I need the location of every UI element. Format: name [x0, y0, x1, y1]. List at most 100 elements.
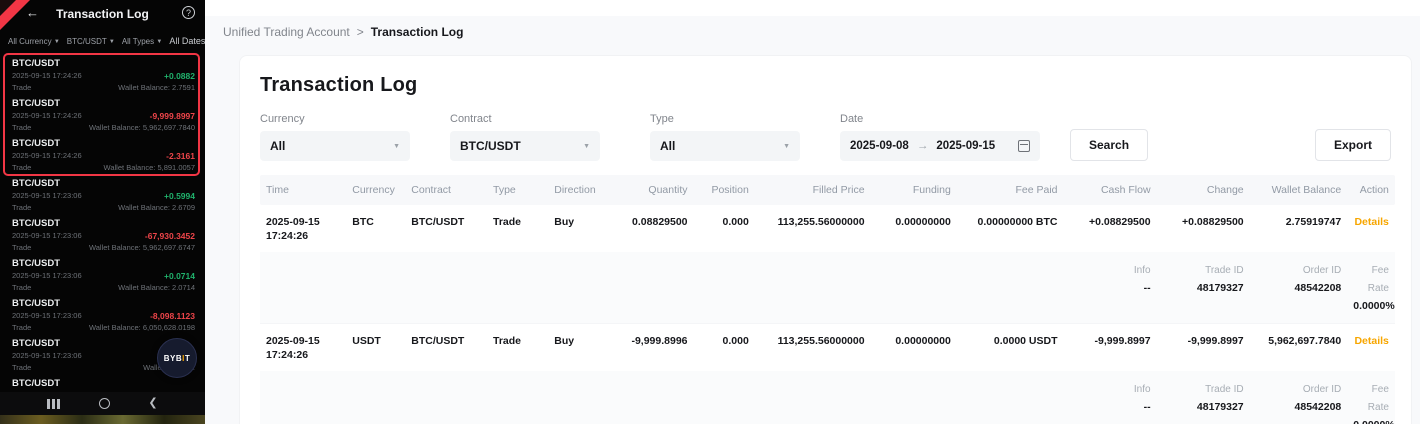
- col-fee-paid: Fee Paid: [1015, 184, 1058, 196]
- details-link[interactable]: Details: [1354, 335, 1389, 347]
- date-range-input[interactable]: 2025-09-08 → 2025-09-15: [840, 131, 1040, 161]
- item-type: Trade: [12, 363, 32, 372]
- cell-position: 0.000: [722, 335, 749, 347]
- chevron-down-icon: ▼: [393, 142, 400, 150]
- list-item[interactable]: BTC/USDT 2025-09-15 17:24:26 -2.3161 Trad…: [0, 134, 205, 174]
- item-change: +0.0714: [164, 271, 195, 281]
- cell-time: 2025-09-15 17:24:26: [266, 335, 320, 361]
- back-arrow-icon[interactable]: ←: [26, 5, 39, 20]
- cell-contract: BTC/USDT: [411, 216, 465, 228]
- list-item[interactable]: BTC/USDT 2025-09-15 17:23:06-84.0780 Tra…: [0, 374, 205, 392]
- list-item[interactable]: BTC/USDT 2025-09-15 17:23:06 -8,098.1123 …: [0, 294, 205, 334]
- breadcrumb-root[interactable]: Unified Trading Account: [223, 25, 350, 39]
- chevron-down-icon: ▼: [53, 38, 60, 45]
- table-subrow: Info -- Trade ID 48179327 Order ID 48542208…: [260, 371, 1395, 424]
- item-balance: Wallet Balance: 5,962,697.7840: [88, 123, 195, 132]
- item-change: +0.5994: [164, 191, 195, 201]
- item-time: 2025-09-15 17:23:06: [12, 271, 82, 280]
- item-type: Trade: [12, 163, 32, 172]
- recents-icon[interactable]: [47, 398, 60, 409]
- item-change: -9,999.8997: [149, 111, 195, 121]
- table-subrow: Info -- Trade ID 48179327 Order ID 48542208…: [260, 252, 1395, 324]
- col-cash-flow: Cash Flow: [1100, 184, 1151, 196]
- filter-all-currency[interactable]: All Currency ▼: [8, 36, 60, 46]
- pair-label: BTC/USDT: [12, 338, 61, 349]
- calendar-icon: [1018, 140, 1030, 152]
- filter-all-types[interactable]: All Types ▼: [121, 36, 163, 46]
- cell-wallet-balance: 5,962,697.7840: [1268, 335, 1342, 347]
- sub-info: Info --: [1133, 384, 1151, 413]
- item-time: 2025-09-15 17:24:26: [12, 111, 82, 120]
- table-row: 2025-09-15 17:24:26 BTC BTC/USDT Trade B…: [260, 205, 1395, 252]
- list-item[interactable]: BTC/USDT 2025-09-15 17:24:26 +0.0882 Trad…: [0, 54, 205, 94]
- col-quantity: Quantity: [648, 184, 688, 196]
- phone-app-panel: ← Transaction Log ? All Currency ▼ BTC/U…: [0, 0, 205, 424]
- contract-filter-group: Contract BTC/USDT ▼: [450, 113, 600, 161]
- type-select[interactable]: All ▼: [650, 131, 800, 161]
- help-icon[interactable]: ?: [182, 6, 195, 19]
- date-filter-group: Date 2025-09-08 → 2025-09-15: [840, 113, 1040, 161]
- cell-contract: BTC/USDT: [411, 335, 465, 347]
- item-change: -2.3161: [166, 151, 195, 161]
- table-row: 2025-09-15 17:24:26 USDT BTC/USDT Trade …: [260, 324, 1395, 371]
- cell-quantity: -9,999.8996: [631, 335, 688, 347]
- item-change: -67,930.3452: [144, 231, 195, 241]
- item-time: 2025-09-15 17:23:06: [12, 390, 82, 392]
- filter-contract[interactable]: BTC/USDT ▼: [66, 36, 115, 46]
- cell-filled-price: 113,255.56000000: [777, 335, 865, 347]
- currency-select[interactable]: All ▼: [260, 131, 410, 161]
- type-filter-group: Type All ▼: [650, 113, 800, 161]
- col-direction: Direction: [554, 184, 596, 196]
- window-top-strip: [205, 0, 1420, 16]
- filter-all-dates[interactable]: All Dates ▼: [169, 36, 205, 46]
- transaction-log-card: Transaction Log Currency All ▼ Contract …: [239, 55, 1412, 424]
- phone-filter-bar: All Currency ▼ BTC/USDT ▼ All Types ▼ Al…: [0, 28, 205, 54]
- search-button[interactable]: Search: [1070, 129, 1149, 161]
- phone-transaction-list: BTC/USDT 2025-09-15 17:24:26 +0.0882 Trad…: [0, 54, 205, 392]
- cell-quantity: 0.08829500: [632, 216, 688, 228]
- list-item[interactable]: BTC/USDT 2025-09-15 17:23:06 +0.0714 Trad…: [0, 254, 205, 294]
- pair-label: BTC/USDT: [12, 58, 61, 69]
- transaction-table: Time Currency Contract Type Direction Qu…: [260, 175, 1395, 424]
- cell-cash-flow: +0.08829500: [1088, 216, 1151, 228]
- pair-label: BTC/USDT: [12, 138, 61, 149]
- col-change: Change: [1206, 184, 1244, 196]
- list-item[interactable]: BTC/USDT 2025-09-15 17:23:06 -67,930.3452…: [0, 214, 205, 254]
- date-from: 2025-09-08: [850, 140, 909, 152]
- cell-change: -9,999.8997: [1187, 335, 1244, 347]
- contract-select[interactable]: BTC/USDT ▼: [450, 131, 600, 161]
- cell-position: 0.000: [722, 216, 749, 228]
- contract-label: Contract: [450, 113, 492, 125]
- cell-direction: Buy: [554, 216, 575, 228]
- date-label: Date: [840, 113, 864, 125]
- nav-back-icon[interactable]: ❮: [148, 397, 158, 409]
- cell-cash-flow: -9,999.8997: [1094, 335, 1151, 347]
- phone-header: ← Transaction Log ?: [0, 0, 205, 28]
- item-type: Trade: [12, 123, 32, 132]
- home-icon[interactable]: [98, 398, 110, 409]
- wallpaper-sliver: [0, 415, 205, 424]
- sub-trade-id: Trade ID 48179327: [1196, 265, 1244, 294]
- type-label: Type: [650, 113, 674, 125]
- list-item[interactable]: BTC/USDT 2025-09-15 17:23:06 +0.5994 Trad…: [0, 174, 205, 214]
- item-time: 2025-09-15 17:23:06: [12, 191, 82, 200]
- item-balance: Wallet Balance: 6,050,628.0198: [88, 323, 195, 332]
- details-link[interactable]: Details: [1354, 216, 1389, 228]
- breadcrumb-current: Transaction Log: [370, 25, 464, 39]
- table-header-row: Time Currency Contract Type Direction Qu…: [260, 175, 1395, 205]
- bybit-floating-button[interactable]: BYBIT: [157, 338, 197, 378]
- item-time: 2025-09-15 17:24:26: [12, 71, 82, 80]
- item-type: Trade: [12, 323, 32, 332]
- item-change: -84.0780: [161, 390, 195, 392]
- item-type: Trade: [12, 243, 32, 252]
- export-button[interactable]: Export: [1314, 129, 1391, 161]
- pair-label: BTC/USDT: [12, 178, 61, 189]
- col-time: Time: [266, 184, 289, 196]
- pair-label: BTC/USDT: [12, 258, 61, 269]
- pair-label: BTC/USDT: [12, 218, 61, 229]
- list-item[interactable]: BTC/USDT 2025-09-15 17:24:26 -9,999.8997 …: [0, 94, 205, 134]
- currency-label: Currency: [260, 113, 305, 125]
